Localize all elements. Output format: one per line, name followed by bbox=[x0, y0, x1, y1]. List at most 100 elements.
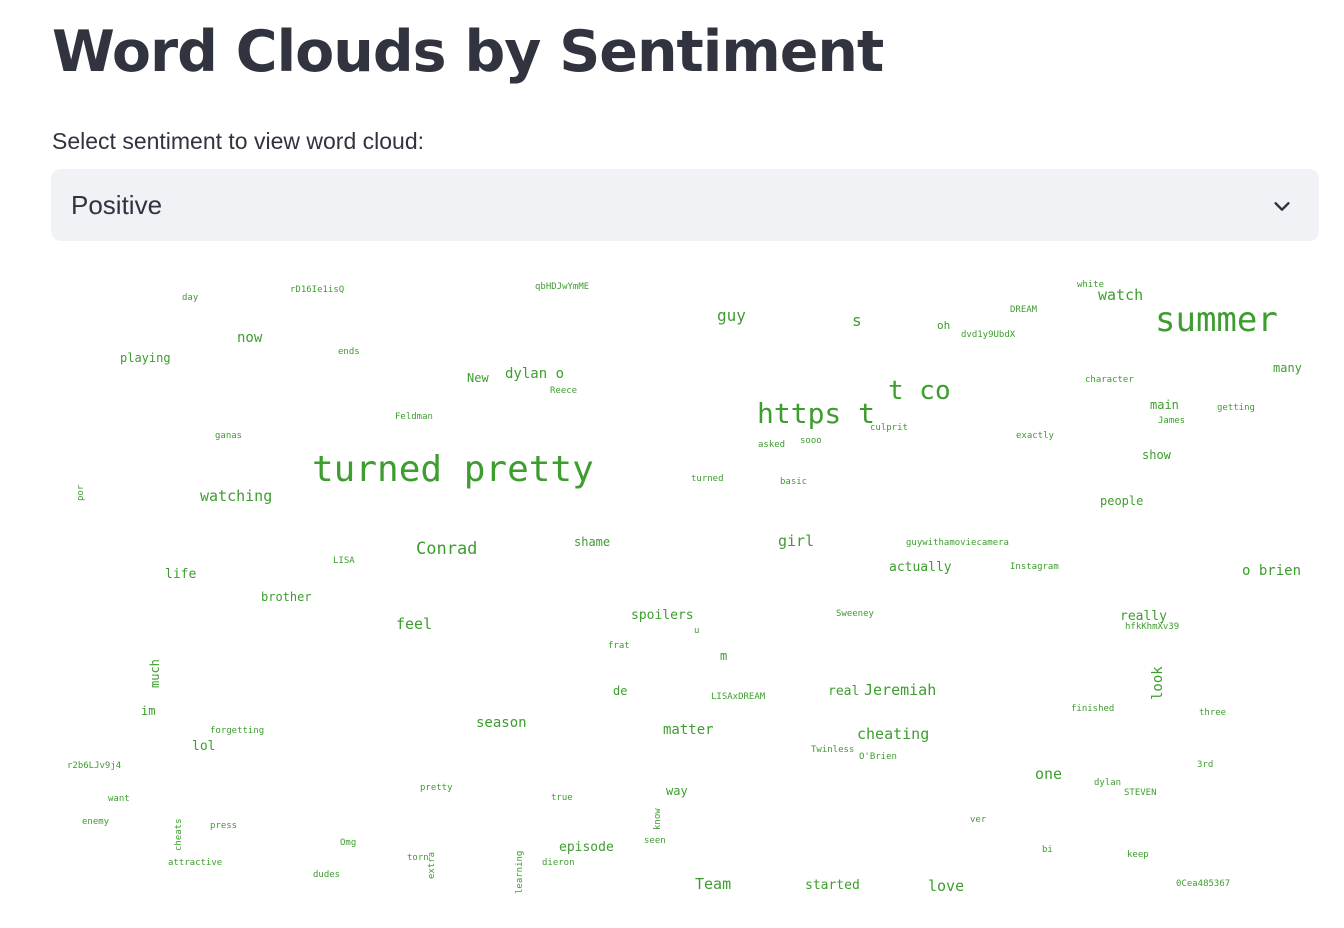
word-cloud-word: much bbox=[148, 659, 162, 688]
word-cloud-word: seen bbox=[644, 836, 666, 846]
word-cloud-word: attractive bbox=[168, 858, 223, 868]
word-cloud-word: im bbox=[141, 704, 156, 718]
word-cloud-word: qbHDJwYmME bbox=[535, 282, 590, 292]
word-cloud-word: day bbox=[182, 293, 199, 303]
word-cloud-word: dylan bbox=[1094, 778, 1122, 788]
word-cloud-word: Twinless bbox=[811, 745, 855, 755]
word-cloud-word: girl bbox=[778, 532, 815, 550]
word-cloud-word: culprit bbox=[870, 423, 908, 433]
word-cloud-word: Omg bbox=[340, 838, 357, 848]
word-cloud-word: life bbox=[165, 567, 197, 582]
word-cloud-word: getting bbox=[1217, 403, 1255, 413]
word-cloud-word: many bbox=[1273, 361, 1302, 375]
word-cloud-word: ganas bbox=[215, 431, 243, 441]
word-cloud-word: matter bbox=[663, 722, 714, 738]
word-cloud-word: Instagram bbox=[1010, 562, 1059, 572]
word-cloud-word: sooo bbox=[800, 436, 822, 446]
word-cloud-word: show bbox=[1142, 448, 1171, 462]
word-cloud-word: James bbox=[1158, 416, 1186, 426]
word-cloud-word: forgetting bbox=[210, 726, 265, 736]
word-cloud-word: guywithamoviecamera bbox=[906, 538, 1009, 548]
word-cloud-word: Reece bbox=[550, 386, 578, 396]
word-cloud-word: bi bbox=[1042, 845, 1053, 855]
word-cloud-word: main bbox=[1150, 398, 1179, 412]
word-cloud-word: dudes bbox=[313, 870, 341, 880]
word-cloud-word: spoilers bbox=[631, 608, 694, 623]
word-cloud-word: r2b6LJv9j4 bbox=[67, 761, 122, 771]
word-cloud-word: true bbox=[551, 793, 573, 803]
word-cloud: day rD16Ie1isQ qbHDJwYmME white watch DREAM gu… bbox=[51, 262, 1319, 902]
word-cloud-word: frat bbox=[608, 641, 630, 651]
word-cloud-word: rD16Ie1isQ bbox=[290, 285, 345, 295]
word-cloud-word: ver bbox=[970, 815, 987, 825]
word-cloud-word: por bbox=[76, 484, 86, 501]
word-cloud-word: dieron bbox=[542, 858, 575, 868]
word-cloud-word: de bbox=[613, 684, 628, 698]
word-cloud-word: asked bbox=[758, 440, 786, 450]
sentiment-select-value: Positive bbox=[71, 190, 163, 220]
word-cloud-word: now bbox=[237, 330, 263, 346]
word-cloud-word: 3rd bbox=[1197, 760, 1214, 770]
word-cloud-word: summer bbox=[1155, 300, 1278, 340]
word-cloud-word: Team bbox=[695, 875, 732, 893]
word-cloud-word: cheats bbox=[174, 818, 184, 851]
word-cloud-word: dylan o bbox=[505, 366, 565, 382]
word-cloud-word: shame bbox=[574, 535, 611, 549]
word-cloud-word: keep bbox=[1127, 850, 1149, 860]
word-cloud-word: https t bbox=[757, 397, 876, 430]
word-cloud-word: extra bbox=[427, 851, 437, 879]
word-cloud-word: episode bbox=[559, 840, 614, 855]
word-cloud-word: t co bbox=[888, 376, 951, 406]
word-cloud-word: Sweeney bbox=[836, 609, 874, 619]
word-cloud-word: oh bbox=[937, 319, 951, 332]
word-cloud-word: cheating bbox=[857, 725, 930, 743]
word-cloud-word: turned pretty bbox=[312, 449, 594, 490]
word-cloud-word: m bbox=[720, 649, 728, 663]
word-cloud-word: feel bbox=[396, 615, 433, 633]
word-cloud-word: hfkKhmXv39 bbox=[1125, 622, 1180, 632]
word-cloud-word: look bbox=[1150, 666, 1166, 700]
sentiment-select-label: Select sentiment to view word cloud: bbox=[52, 128, 425, 154]
word-cloud-word: playing bbox=[120, 351, 171, 365]
word-cloud-word: learning bbox=[515, 850, 525, 894]
word-cloud-word: LISA bbox=[333, 556, 355, 566]
word-cloud-word: Jeremiah bbox=[864, 681, 937, 699]
word-cloud-word: watch bbox=[1098, 286, 1144, 304]
word-cloud-word: actually bbox=[889, 560, 952, 575]
word-cloud-word: torn bbox=[407, 853, 429, 863]
sentiment-select[interactable]: Positive bbox=[51, 169, 1319, 241]
word-cloud-word: Feldman bbox=[395, 412, 433, 422]
word-cloud-word: O'Brien bbox=[859, 752, 897, 762]
word-cloud-word: character bbox=[1085, 375, 1134, 385]
word-cloud-word: enemy bbox=[82, 817, 110, 827]
word-cloud-word: ends bbox=[338, 347, 360, 357]
word-cloud-word: love bbox=[928, 877, 965, 895]
word-cloud-word: know bbox=[653, 808, 663, 830]
chevron-down-icon[interactable] bbox=[1271, 195, 1293, 217]
word-cloud-word: LISAxDREAM bbox=[711, 692, 766, 702]
word-cloud-word: exactly bbox=[1016, 431, 1054, 441]
word-cloud-word: basic bbox=[780, 477, 808, 487]
word-cloud-word: dvd1y9UbdX bbox=[961, 330, 1016, 340]
word-cloud-word: Conrad bbox=[416, 539, 478, 559]
word-cloud-word: real bbox=[828, 684, 860, 699]
word-cloud-word: finished bbox=[1071, 704, 1115, 714]
word-cloud-word: really bbox=[1120, 609, 1167, 624]
word-cloud-word: started bbox=[805, 878, 860, 893]
word-cloud-word: STEVEN bbox=[1124, 788, 1157, 798]
word-cloud-word: want bbox=[108, 794, 130, 804]
word-cloud-word: watching bbox=[200, 487, 273, 505]
word-cloud-word: lol bbox=[192, 739, 216, 754]
word-cloud-word: u bbox=[694, 626, 700, 636]
word-cloud-word: New bbox=[467, 371, 489, 385]
word-cloud-word: pretty bbox=[420, 783, 453, 793]
word-cloud-word: way bbox=[666, 784, 688, 798]
word-cloud-word: s bbox=[852, 311, 862, 330]
word-cloud-word: o brien bbox=[1242, 563, 1302, 579]
word-cloud-word: DREAM bbox=[1010, 305, 1038, 315]
page-title: Word Clouds by Sentiment bbox=[52, 19, 884, 85]
word-cloud-word: three bbox=[1199, 708, 1227, 718]
word-cloud-word: season bbox=[476, 715, 527, 731]
word-cloud-word: people bbox=[1100, 494, 1144, 508]
word-cloud-word: brother bbox=[261, 590, 312, 604]
